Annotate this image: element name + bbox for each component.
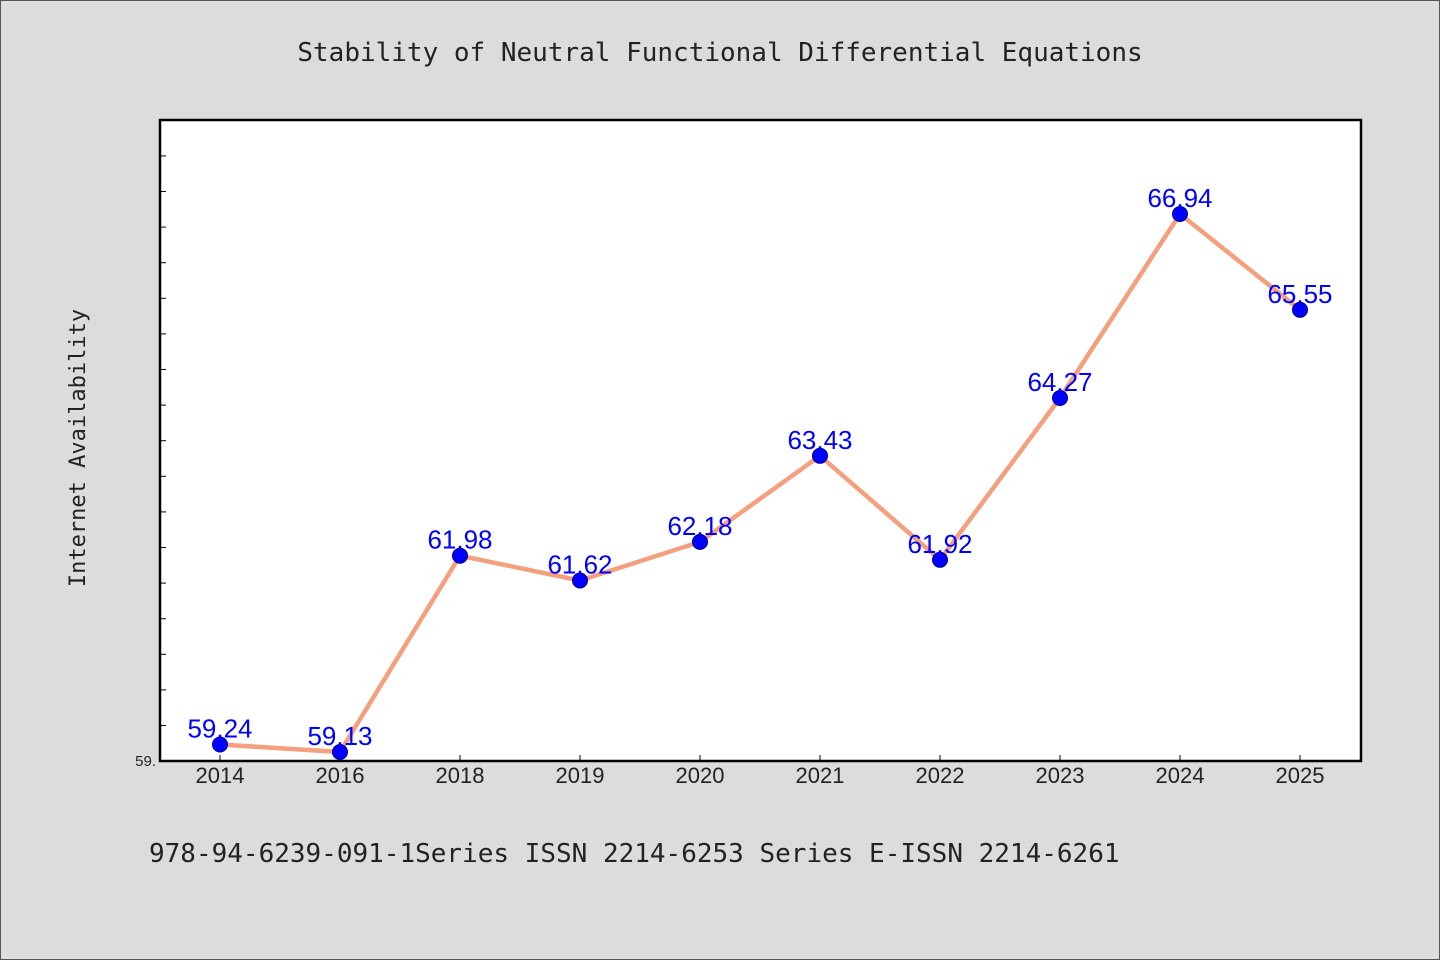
data-label: 64.27 — [1027, 367, 1092, 397]
x-tick-label: 2024 — [1156, 763, 1205, 788]
chart-title: Stability of Neutral Functional Differen… — [297, 38, 1142, 68]
x-tick-label: 2018 — [436, 763, 485, 788]
data-point — [932, 551, 948, 568]
data-label: 66.94 — [1147, 183, 1212, 213]
x-tick-label: 2023 — [1036, 763, 1085, 788]
data-point — [572, 572, 588, 589]
x-tick-label: 2016 — [316, 763, 365, 788]
data-point — [1292, 301, 1308, 318]
data-label: 61.98 — [427, 525, 492, 555]
data-point — [452, 547, 468, 564]
y-axis-label: Internet Availability — [66, 309, 91, 587]
data-label: 61.62 — [547, 550, 612, 580]
data-label: 59.13 — [307, 721, 372, 751]
data-label: 65.55 — [1267, 279, 1332, 309]
data-labels: 59.24 59.13 61.98 61.62 62.18 63.43 61.92 64.27… — [187, 183, 1332, 751]
plot-area — [158, 118, 1363, 763]
data-point — [1172, 206, 1188, 222]
data-point — [692, 533, 708, 550]
data-point — [1052, 390, 1068, 406]
data-points — [212, 206, 1308, 760]
data-label: 62.18 — [667, 511, 732, 541]
x-axis: 2014 2016 2018 2019 2020 2021 2022 2023 2024 2025 — [196, 755, 1325, 788]
x-tick-label: 2019 — [556, 763, 605, 788]
x-tick-label: 2020 — [676, 763, 725, 788]
data-point — [332, 744, 348, 760]
data-point — [812, 447, 828, 464]
x-tick-label: 2014 — [196, 763, 245, 788]
y-tick-label: 59. — [135, 753, 156, 770]
x-tick-label: 2021 — [796, 763, 845, 788]
y-axis-ticks — [160, 155, 166, 726]
data-label: 61.92 — [907, 529, 972, 559]
x-tick-label: 2025 — [1276, 763, 1325, 788]
data-label: 63.43 — [787, 425, 852, 455]
series-line — [219, 211, 1302, 755]
data-label: 59.24 — [187, 714, 252, 744]
data-point — [212, 736, 228, 753]
footer-citation: 978-94-6239-091-1Series ISSN 2214-6253 S… — [149, 839, 1120, 869]
x-tick-label: 2022 — [916, 763, 965, 788]
